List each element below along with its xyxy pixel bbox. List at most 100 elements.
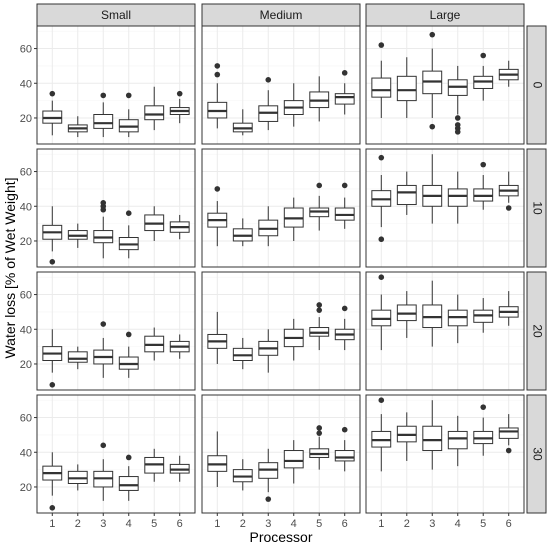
outlier-point [100,92,107,99]
box [283,450,304,469]
x-tick-label: 2 [75,518,81,530]
outlier-point [100,199,107,206]
box [334,93,355,105]
box-group [42,452,63,511]
box-group [93,321,114,378]
facet-panel: 20 40 60 [20,148,196,268]
box-group [232,337,253,370]
box-group [118,331,139,378]
facet-panel: 1 2 3 4 5 6 [365,394,525,530]
outlier-point [341,426,348,433]
box-group [309,302,330,351]
x-tick-label: 1 [378,518,384,530]
box-group [283,440,304,484]
row-strip [526,148,547,268]
outlier-point [125,92,132,99]
box-group [498,60,519,87]
outlier-point [125,331,132,338]
box [118,476,139,491]
box-group [498,414,519,454]
outlier-point [378,42,385,48]
outlier-point [480,52,487,59]
panel-background [37,149,195,267]
facet-panel: 20 40 60 1 2 3 4 5 6 [20,394,196,530]
panel-background [202,395,360,513]
box-group [283,197,304,241]
x-tick-label: 5 [480,518,486,530]
x-tick-label: 2 [240,518,246,530]
x-tick-label: 5 [316,518,322,530]
panel-background [37,395,195,513]
outlier-point [49,504,56,511]
box-group [232,109,253,136]
panel-background [37,272,195,390]
box-group [283,318,304,361]
box-group [207,186,228,247]
box-group [118,210,139,259]
box-group [258,76,279,131]
box-group [42,90,63,136]
facet-panel [201,148,361,268]
outlier-point [49,381,56,388]
row-strip-label: 20 [530,324,544,338]
column-strip-label: Small [101,8,131,22]
x-tick-label: 3 [265,518,271,530]
facet-panel [201,25,361,145]
outlier-point [49,90,56,97]
x-tick-label: 1 [49,518,55,530]
box [67,351,88,363]
x-tick-label: 3 [100,518,106,530]
row-strip-label: 10 [530,201,544,215]
box-group [118,92,139,138]
box-group [498,171,519,211]
box-group [67,464,88,491]
panel-background [37,26,195,144]
box-group [447,415,468,467]
box-group [473,404,494,456]
panel-border [365,25,525,145]
panel-border [36,148,196,268]
box [422,425,443,452]
outlier-point [100,442,107,449]
row-strip [526,25,547,145]
panel-border [36,271,196,391]
outlier-point [454,122,461,128]
y-tick-label: 60 [20,413,32,425]
box-group [258,329,279,373]
outlier-point [125,210,132,217]
outlier-point [214,186,221,192]
outlier-point [378,274,385,281]
box-group [169,90,190,124]
row-strip-label: 30 [530,447,544,461]
x-tick-label: 6 [177,518,183,530]
panel-border [201,394,361,514]
panel-background [202,26,360,144]
box-group [93,442,114,501]
box [498,427,519,439]
box-group [169,334,190,359]
y-tick-label: 20 [20,236,32,248]
box-group [334,305,355,351]
facet-panels: Small Medium Large 0 10 20 30 20 40 60 20 40 60 20 40 6… [20,3,547,530]
box [447,188,468,207]
row-strip [526,394,547,514]
outlier-point [505,447,512,454]
box-group [371,397,392,472]
box-group [144,448,165,482]
box [396,184,417,206]
outlier-point [176,90,183,97]
outlier-point [316,302,323,308]
outlier-point [100,321,107,327]
y-tick-label: 60 [20,167,32,179]
box-group [498,291,519,326]
panel-border [201,25,361,145]
panel-border [365,394,525,514]
facet-panel: 20 40 60 [20,271,196,391]
box-group [473,298,494,333]
box-group [371,274,392,351]
box-group [258,206,279,247]
box-group [309,425,330,470]
panel-border [365,271,525,391]
box-group [447,171,468,224]
box-group [144,86,165,131]
